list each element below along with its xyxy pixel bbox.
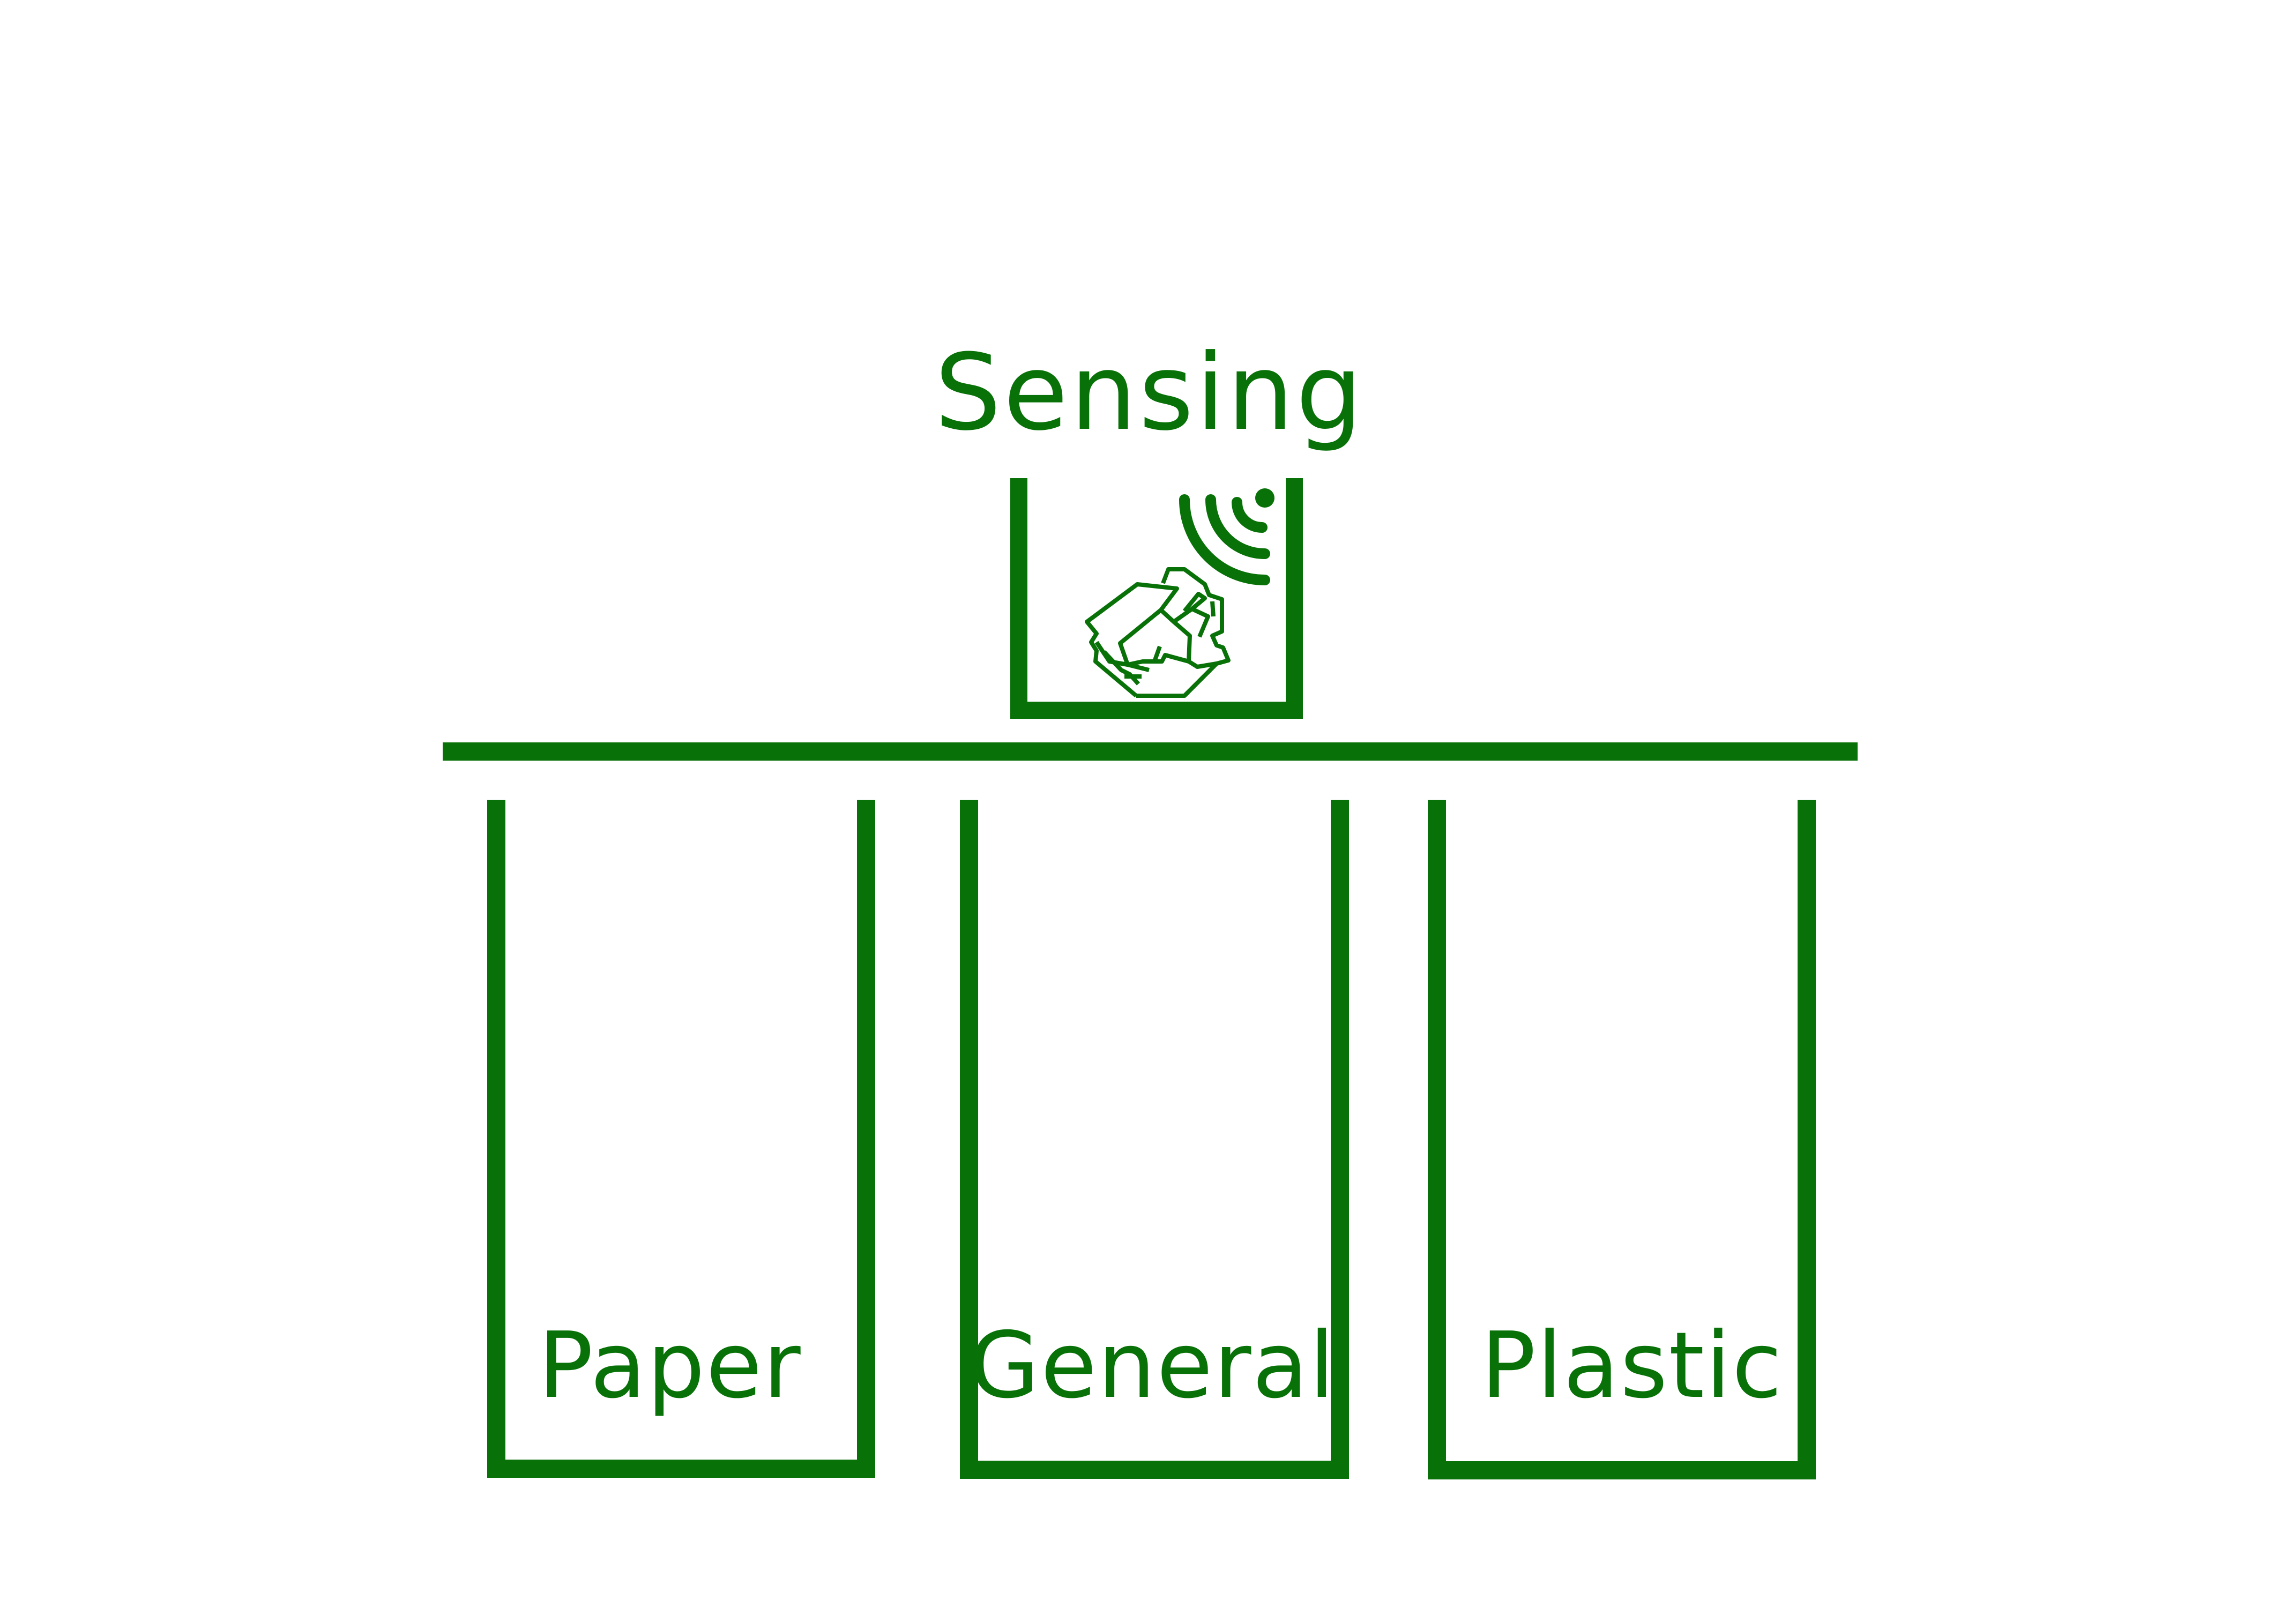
diagram-title: Sensing — [935, 332, 1365, 454]
plastic-bin — [1428, 800, 1816, 1479]
general-bin — [960, 800, 1349, 1479]
sensing-bin — [1010, 478, 1303, 719]
crumpled-paper-icon — [1085, 567, 1231, 698]
bin-label-plastic: Plastic — [1481, 1313, 1783, 1419]
paper-bin — [487, 800, 875, 1478]
conveyor-line — [443, 742, 1858, 761]
bin-label-paper: Paper — [538, 1313, 801, 1419]
bin-label-general: General — [969, 1313, 1336, 1419]
wireless-signal-icon — [1179, 488, 1274, 585]
